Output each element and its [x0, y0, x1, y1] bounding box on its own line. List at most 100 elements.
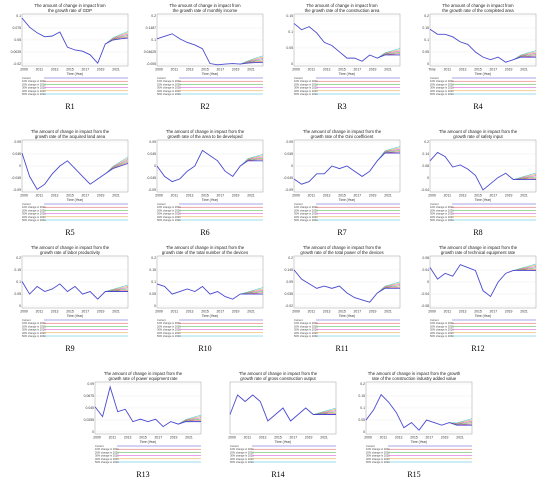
x-tick-label: 2019	[369, 310, 377, 314]
scenario-line	[240, 154, 264, 167]
panel-label: R2	[200, 102, 209, 111]
chart-title-line: growth rate of the acquired land area	[35, 134, 106, 139]
x-tick-label: 2011	[308, 194, 315, 198]
x-tick-label: 2011	[36, 194, 43, 198]
chart-panel-r14: The amount of change in impact from theg…	[228, 371, 337, 479]
scenario-line	[377, 48, 401, 59]
x-tick-label: 2019	[232, 310, 240, 314]
x-tick-label: 2021	[247, 68, 255, 72]
scenario-line	[240, 287, 264, 295]
y-tick-label: 0.09	[87, 382, 94, 386]
scenario-line	[313, 407, 337, 415]
x-axis-label: Time (Year)	[202, 198, 218, 202]
x-tick-label: 2017	[217, 310, 225, 314]
scenario-line	[513, 50, 537, 60]
legend-label: 30% change in 2021	[95, 454, 119, 458]
legend-label: Current	[430, 318, 439, 322]
x-tick-label: 2013	[395, 436, 403, 440]
legend-label: 20% change in 2021	[22, 208, 46, 212]
x-tick-label: 2011	[380, 436, 387, 440]
chart-title-line: The amount of change in impact from the	[303, 129, 382, 134]
panel-label: R5	[65, 228, 74, 237]
x-tick-label: 2013	[124, 436, 132, 440]
panel-label: R7	[337, 228, 346, 237]
chart-title-line: growth rate of the Gini coefficient	[311, 134, 375, 139]
legend-label: 50% change in 2021	[22, 218, 46, 222]
x-tick-label: 2015	[474, 68, 482, 72]
x-tick-label: 2021	[247, 194, 255, 198]
legend-label: 20% change in 2021	[294, 208, 318, 212]
y-tick-label: 0.1	[151, 38, 156, 42]
chart-panel-r15: The amount of change in impact from the …	[358, 371, 473, 479]
chart-title-line: The amount of change in impact from the	[166, 129, 245, 134]
y-tick-label: -0.02	[285, 304, 293, 308]
x-tick-label: 2009	[155, 194, 163, 198]
x-tick-label: 2015	[66, 194, 74, 198]
legend-label: 10% change in 2021	[22, 321, 46, 325]
legend-label: 30% change in 2021	[430, 328, 454, 332]
x-tick-label: 2021	[247, 310, 255, 314]
y-tick-label: 0.09	[149, 140, 156, 144]
y-tick-label: 0.045	[285, 152, 294, 156]
x-tick-label: 2013	[459, 68, 467, 72]
x-tick-label: 2015	[274, 436, 282, 440]
legend-label: 30% change in 2021	[157, 212, 181, 216]
chart-panel-r12: The amount of change in impact from theg…	[421, 245, 537, 353]
x-tick-label: 2009	[20, 310, 28, 314]
x-tick-label: 2013	[186, 310, 194, 314]
scenario-line	[178, 414, 202, 425]
x-axis-label: Time (Year)	[475, 72, 491, 76]
y-tick-label: 0	[427, 280, 429, 284]
y-tick-label: 0.045	[13, 152, 22, 156]
legend-label: 10% change in 2021	[430, 205, 454, 209]
legend-label: 20% change in 2021	[95, 450, 119, 454]
chart-panel-r11: The amount of change in impact from theg…	[285, 245, 401, 353]
y-tick-label: -0.09	[148, 188, 156, 192]
legend-label: 10% change in 2021	[157, 79, 181, 83]
legend-label: 50% change in 2021	[430, 334, 454, 338]
panel-label: R13	[136, 470, 149, 479]
legend-label: 10% change in 2021	[294, 79, 318, 83]
chart-title-line: The amount of change in impact from	[306, 3, 378, 8]
legend-label: 50% change in 2021	[95, 460, 119, 464]
chart-title-line: rate of the construction industry added …	[372, 376, 457, 381]
panel-label: R6	[200, 228, 209, 237]
x-tick-label: Time	[428, 68, 436, 72]
y-tick-label: 0.15	[14, 268, 21, 272]
legend-label: 30% change in 2021	[157, 328, 181, 332]
legend-label: Current	[294, 318, 303, 322]
panel-label: R14	[271, 470, 284, 479]
y-tick-label: 0	[92, 430, 94, 434]
scenario-line	[513, 172, 537, 180]
series-line-current	[156, 283, 263, 300]
legend-label: 20% change in 2021	[157, 82, 181, 86]
x-tick-label: 2017	[82, 310, 90, 314]
chart-title-line: The amount of change in impact from the	[166, 245, 245, 250]
x-tick-label: 2021	[384, 194, 392, 198]
legend-label: 10% change in 2021	[157, 321, 181, 325]
y-tick-label: 0.1	[288, 30, 293, 34]
x-tick-label: 2013	[51, 194, 59, 198]
legend-label: 10% change in 2021	[430, 321, 454, 325]
x-tick-label: 2009	[364, 436, 372, 440]
legend-label: 20% change in 2021	[294, 82, 318, 86]
y-tick-label: 0.09	[14, 140, 21, 144]
scenario-line	[105, 156, 129, 174]
legend-label: 50% change in 2021	[430, 218, 454, 222]
legend-label: 20% change in 2021	[157, 208, 181, 212]
x-tick-label: 2011	[171, 194, 178, 198]
x-tick-label: 2021	[456, 436, 464, 440]
x-axis-label: Time (Year)	[67, 198, 83, 202]
series-line-current	[21, 17, 129, 65]
panel-label: R8	[473, 228, 482, 237]
x-tick-label: 2013	[323, 68, 331, 72]
x-tick-label: 2017	[82, 194, 90, 198]
legend-label: 10% change in 2021	[294, 321, 318, 325]
legend-label: 40% change in 2021	[22, 215, 46, 219]
y-tick-label: 0.2	[151, 256, 156, 260]
y-tick-label: 0.1	[16, 14, 21, 18]
